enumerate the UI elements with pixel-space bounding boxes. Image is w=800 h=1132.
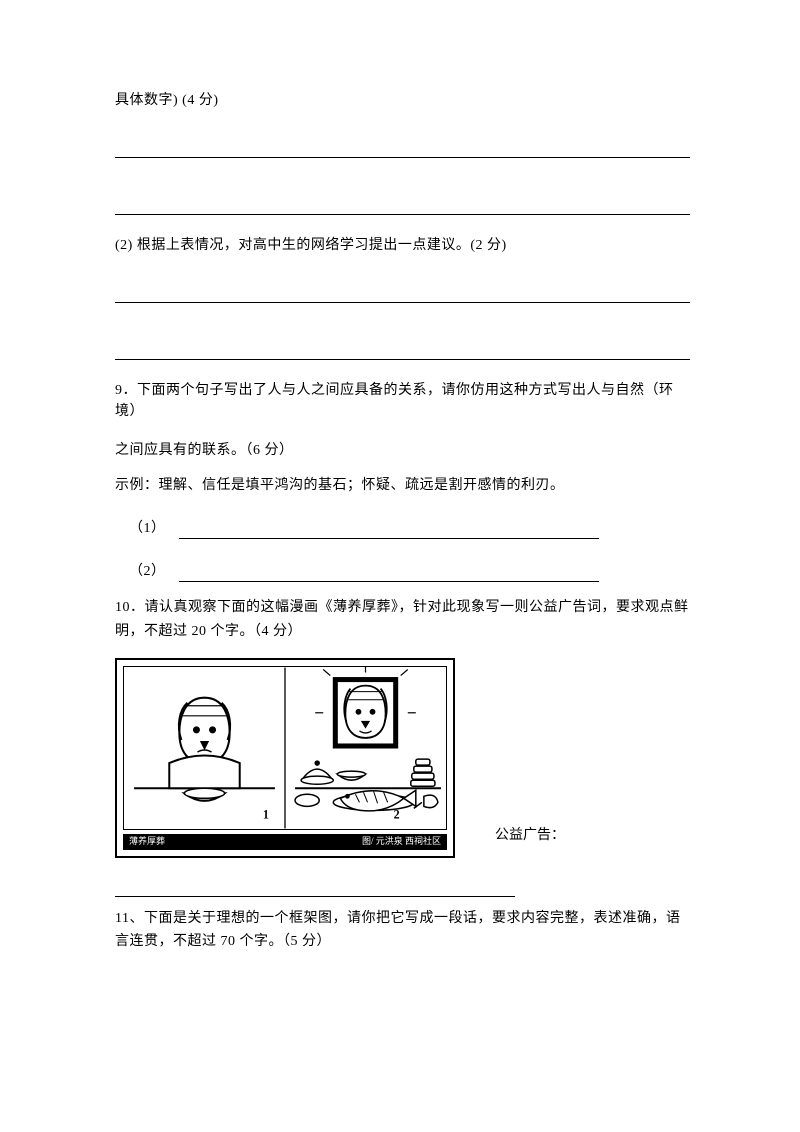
q11-text: 11、下面是关于理想的一个框架图，请你把它写成一段话，要求内容完整，表述准确，语… <box>115 907 690 955</box>
svg-text:1: 1 <box>263 807 269 821</box>
cartoon-row: 1 <box>115 658 690 858</box>
blank-line-1 <box>115 137 690 158</box>
cartoon-cap-left: 薄养厚葬 <box>129 835 165 849</box>
svg-text:2: 2 <box>394 807 400 821</box>
q9-text-a: 9．下面两个句子写出了人与人之间应具备的关系，请你仿用这种方式写出人与自然（环境… <box>115 380 690 422</box>
blank-line-2 <box>115 194 690 215</box>
q9-fill-2: （2） <box>115 561 690 582</box>
q9-example: 示例：理解、信任是填平鸿沟的基石；怀疑、疏远是割开感情的利刃。 <box>115 475 690 496</box>
q2-text: (2) 根据上表情况，对高中生的网络学习提出一点建议。(2 分) <box>115 235 690 256</box>
q10-side-label: 公益广告： <box>495 825 565 858</box>
blank-line-3 <box>115 282 690 303</box>
q9-fill2-label: （2） <box>129 561 179 582</box>
blank-line-4 <box>115 339 690 360</box>
cartoon-cap-right: 图/ 元洪泉 西祠社区 <box>362 835 441 849</box>
q9-fill1-label: （1） <box>129 518 179 539</box>
q10-text: 10．请认真观察下面的这幅漫画《薄养厚葬》，针对此现象写一则公益广告词，要求观点… <box>115 596 690 644</box>
top-fragment: 具体数字) (4 分) <box>115 90 690 111</box>
q9-fill-1: （1） <box>115 518 690 539</box>
cartoon-footer: 薄养厚葬 图/ 元洪泉 西祠社区 <box>123 834 447 850</box>
blank-line-5 <box>115 876 690 897</box>
q9-text-b: 之间应具有的联系。（6 分） <box>115 440 690 461</box>
cartoon-image: 1 <box>115 658 455 858</box>
